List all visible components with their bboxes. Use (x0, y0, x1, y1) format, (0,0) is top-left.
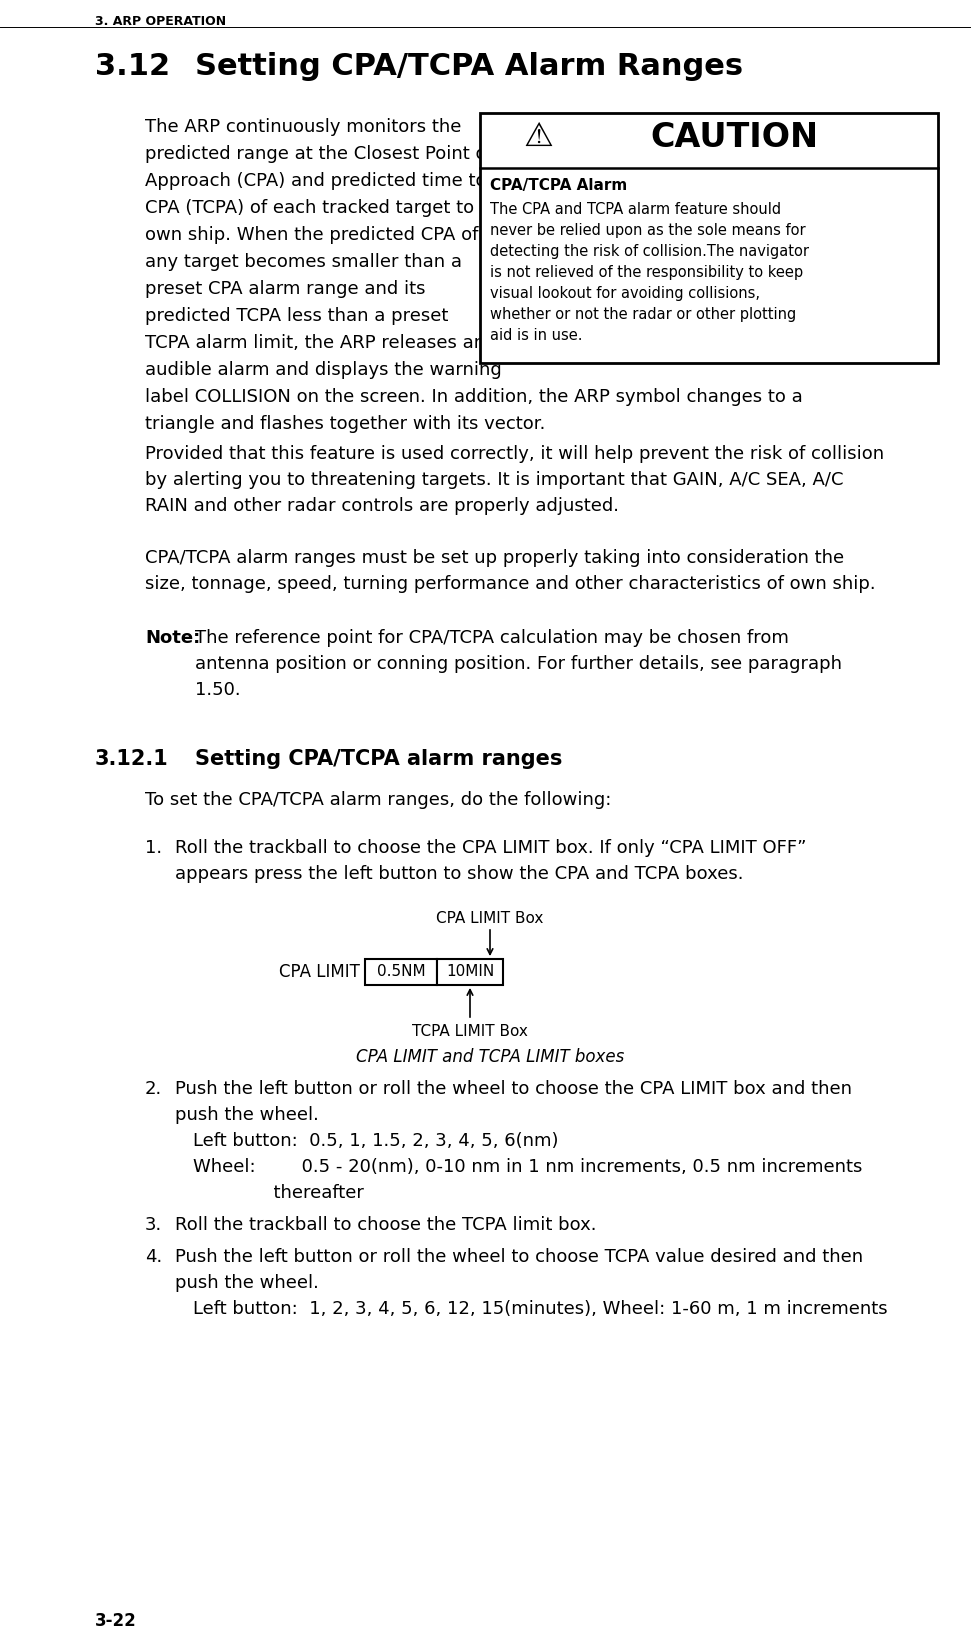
Text: push the wheel.: push the wheel. (175, 1106, 318, 1124)
Text: is not relieved of the responsibility to keep: is not relieved of the responsibility to… (490, 264, 803, 281)
Text: To set the CPA/TCPA alarm ranges, do the following:: To set the CPA/TCPA alarm ranges, do the… (145, 792, 612, 809)
Text: Wheel:        0.5 - 20(nm), 0-10 nm in 1 nm increments, 0.5 nm increments: Wheel: 0.5 - 20(nm), 0-10 nm in 1 nm inc… (193, 1159, 862, 1177)
Text: 3-22: 3-22 (95, 1612, 137, 1630)
Text: The ARP continuously monitors the: The ARP continuously monitors the (145, 118, 461, 135)
Text: TCPA LIMIT Box: TCPA LIMIT Box (412, 1023, 528, 1040)
Text: by alerting you to threatening targets. It is important that GAIN, A/C SEA, A/C: by alerting you to threatening targets. … (145, 472, 844, 490)
Text: never be relied upon as the sole means for: never be relied upon as the sole means f… (490, 224, 806, 238)
Text: Roll the trackball to choose the TCPA limit box.: Roll the trackball to choose the TCPA li… (175, 1216, 596, 1234)
Text: thereafter: thereafter (193, 1183, 364, 1203)
Text: 0.5NM: 0.5NM (377, 965, 425, 979)
Text: own ship. When the predicted CPA of: own ship. When the predicted CPA of (145, 225, 479, 245)
Text: 3. ARP OPERATION: 3. ARP OPERATION (95, 15, 226, 28)
Bar (437, 960, 503, 986)
Text: 4.: 4. (145, 1248, 162, 1266)
Text: 1.50.: 1.50. (195, 681, 241, 698)
Bar (365, 960, 437, 986)
Text: 3.12: 3.12 (95, 52, 170, 82)
Text: predicted range at the Closest Point of: predicted range at the Closest Point of (145, 145, 492, 163)
Text: label COLLISION on the screen. In addition, the ARP symbol changes to a: label COLLISION on the screen. In additi… (145, 388, 803, 406)
Text: size, tonnage, speed, turning performance and other characteristics of own ship.: size, tonnage, speed, turning performanc… (145, 574, 876, 592)
Text: 1.: 1. (145, 839, 162, 857)
Text: CAUTION: CAUTION (650, 121, 818, 153)
Text: 3.12.1: 3.12.1 (95, 749, 169, 769)
Text: CPA (TCPA) of each tracked target to: CPA (TCPA) of each tracked target to (145, 199, 474, 217)
Text: antenna position or conning position. For further details, see paragraph: antenna position or conning position. Fo… (195, 654, 842, 672)
Text: CPA LIMIT Box: CPA LIMIT Box (436, 911, 544, 925)
Text: Provided that this feature is used correctly, it will help prevent the risk of c: Provided that this feature is used corre… (145, 446, 885, 463)
Text: ⚠: ⚠ (523, 121, 552, 153)
Text: Approach (CPA) and predicted time to: Approach (CPA) and predicted time to (145, 171, 486, 189)
Text: aid is in use.: aid is in use. (490, 328, 583, 343)
Text: TCPA alarm limit, the ARP releases an: TCPA alarm limit, the ARP releases an (145, 335, 486, 353)
Text: The CPA and TCPA alarm feature should: The CPA and TCPA alarm feature should (490, 202, 781, 217)
Text: CPA/TCPA alarm ranges must be set up properly taking into consideration the: CPA/TCPA alarm ranges must be set up pro… (145, 548, 844, 566)
Text: 2.: 2. (145, 1080, 162, 1098)
Text: CPA/TCPA Alarm: CPA/TCPA Alarm (490, 178, 627, 193)
Text: any target becomes smaller than a: any target becomes smaller than a (145, 253, 462, 271)
Text: RAIN and other radar controls are properly adjusted.: RAIN and other radar controls are proper… (145, 498, 619, 516)
Text: predicted TCPA less than a preset: predicted TCPA less than a preset (145, 307, 449, 325)
Text: appears press the left button to show the CPA and TCPA boxes.: appears press the left button to show th… (175, 865, 744, 883)
Text: audible alarm and displays the warning: audible alarm and displays the warning (145, 361, 502, 379)
Text: whether or not the radar or other plotting: whether or not the radar or other plotti… (490, 307, 796, 322)
Text: triangle and flashes together with its vector.: triangle and flashes together with its v… (145, 415, 546, 432)
Text: 10MIN: 10MIN (446, 965, 494, 979)
Bar (480, 113, 938, 362)
Text: Push the left button or roll the wheel to choose the CPA LIMIT box and then: Push the left button or roll the wheel t… (175, 1080, 852, 1098)
Text: The reference point for CPA/TCPA calculation may be chosen from: The reference point for CPA/TCPA calcula… (195, 628, 788, 646)
Text: Push the left button or roll the wheel to choose TCPA value desired and then: Push the left button or roll the wheel t… (175, 1248, 863, 1266)
Text: detecting the risk of collision.The navigator: detecting the risk of collision.The navi… (490, 245, 809, 259)
Text: push the wheel.: push the wheel. (175, 1275, 318, 1293)
Text: visual lookout for avoiding collisions,: visual lookout for avoiding collisions, (490, 286, 760, 300)
Text: CPA LIMIT: CPA LIMIT (279, 963, 360, 981)
Text: CPA LIMIT and TCPA LIMIT boxes: CPA LIMIT and TCPA LIMIT boxes (356, 1048, 624, 1066)
Text: preset CPA alarm range and its: preset CPA alarm range and its (145, 281, 425, 299)
Text: Note:: Note: (145, 628, 200, 646)
Text: 3.: 3. (145, 1216, 162, 1234)
Text: Setting CPA/TCPA Alarm Ranges: Setting CPA/TCPA Alarm Ranges (195, 52, 743, 82)
Text: Roll the trackball to choose the CPA LIMIT box. If only “CPA LIMIT OFF”: Roll the trackball to choose the CPA LIM… (175, 839, 807, 857)
Text: Left button:  0.5, 1, 1.5, 2, 3, 4, 5, 6(nm): Left button: 0.5, 1, 1.5, 2, 3, 4, 5, 6(… (193, 1133, 558, 1151)
Text: Setting CPA/TCPA alarm ranges: Setting CPA/TCPA alarm ranges (195, 749, 562, 769)
Text: Left button:  1, 2, 3, 4, 5, 6, 12, 15(minutes), Wheel: 1-60 m, 1 m increments: Left button: 1, 2, 3, 4, 5, 6, 12, 15(mi… (193, 1301, 887, 1319)
